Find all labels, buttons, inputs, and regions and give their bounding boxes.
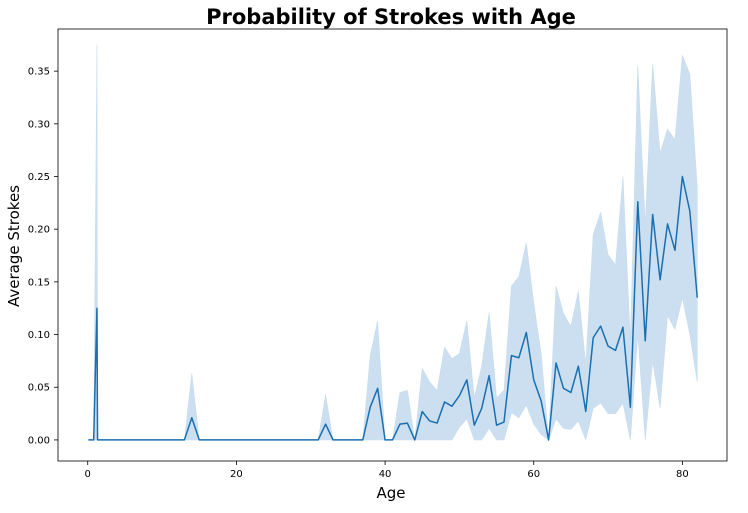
y-tick-label: 0.10	[28, 330, 50, 341]
y-tick-label: 0.35	[28, 67, 50, 78]
y-tick-label: 0.05	[28, 383, 50, 394]
y-tick-label: 0.15	[28, 277, 50, 288]
x-tick-label: 60	[527, 469, 540, 480]
y-axis: 0.00 0.05 0.10 0.15 0.20 0.25 0.30 0.35	[28, 67, 58, 446]
confidence-band-0	[88, 44, 698, 441]
chart-title: Probability of Strokes with Age	[206, 5, 576, 29]
y-tick-label: 0.00	[28, 435, 50, 446]
y-tick-label: 0.30	[28, 119, 50, 130]
x-axis: 0 20 40 60 80	[85, 461, 689, 480]
x-axis-label: Age	[376, 484, 405, 502]
plot-frame	[57, 28, 728, 462]
y-tick-label: 0.20	[28, 225, 50, 236]
plot-area	[88, 44, 699, 441]
y-axis-label: Average Strokes	[5, 185, 23, 307]
x-tick-label: 40	[379, 469, 392, 480]
x-tick-label: 0	[85, 469, 91, 480]
x-tick-label: 20	[230, 469, 243, 480]
series-line-0	[88, 175, 699, 441]
x-tick-label: 80	[676, 469, 689, 480]
y-tick-label: 0.25	[28, 172, 50, 183]
